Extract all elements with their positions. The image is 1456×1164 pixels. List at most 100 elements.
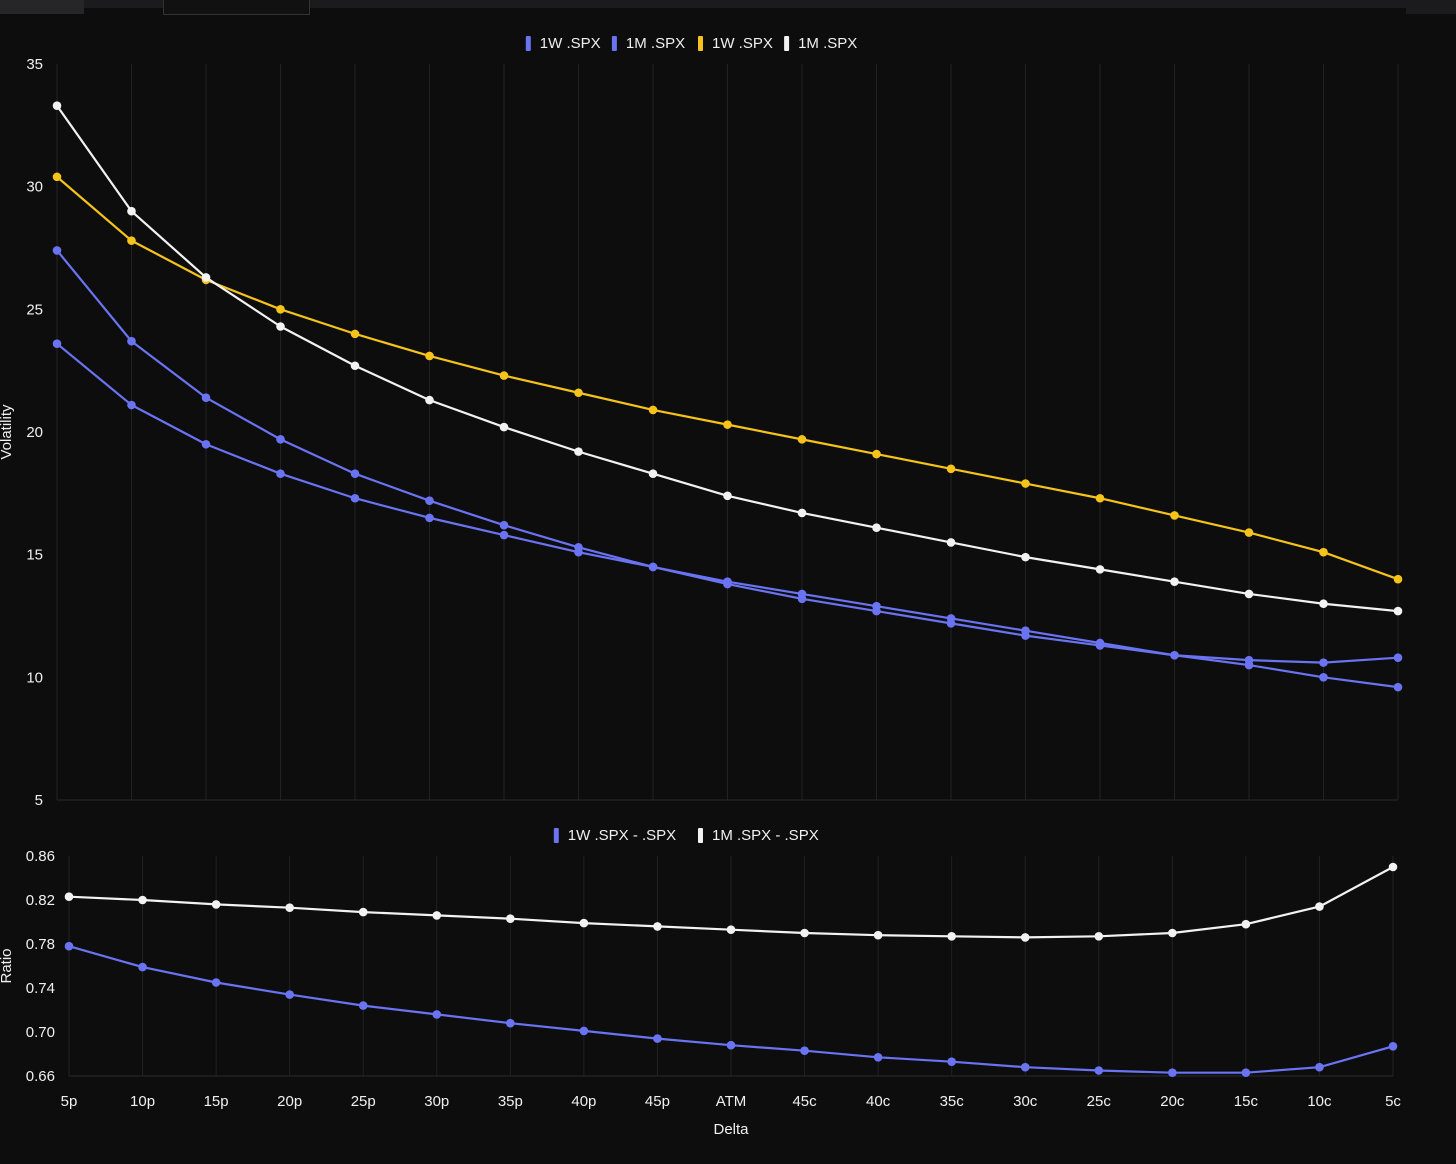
data-point xyxy=(432,1010,442,1019)
data-point xyxy=(653,1034,662,1043)
x-tick-label: 15p xyxy=(204,1093,229,1110)
data-point xyxy=(432,911,442,920)
data-point xyxy=(1244,589,1254,599)
data-point xyxy=(1094,932,1104,941)
data-point xyxy=(285,990,294,999)
data-point xyxy=(276,469,285,479)
data-point xyxy=(873,930,883,940)
legend-label: 1M .SPX - .SPX xyxy=(712,827,819,844)
data-point xyxy=(201,393,211,402)
data-point xyxy=(726,1040,736,1050)
x-tick-label: 40c xyxy=(866,1093,891,1110)
data-point xyxy=(800,928,809,938)
y-tick-label: 0.78 xyxy=(26,936,55,953)
toolbar-tab[interactable] xyxy=(163,0,310,15)
data-point xyxy=(947,932,956,941)
data-point xyxy=(1095,493,1105,503)
volatility-chart: 35 30 25 20 15 10 5 1W .SPX 1M .SPX 1W .SPX 1M .SP… xyxy=(26,35,1403,809)
toolbar-tab[interactable] xyxy=(1406,0,1456,14)
data-point xyxy=(358,1001,368,1010)
legend-label: 1W .SPX xyxy=(540,35,601,52)
x-tick-label: 30p xyxy=(424,1093,449,1110)
x-tick-label: 35c xyxy=(940,1093,965,1110)
data-point xyxy=(1021,479,1030,488)
data-point xyxy=(276,322,285,331)
x-tick-label: 30c xyxy=(1013,1093,1038,1110)
data-point xyxy=(1388,1042,1398,1051)
data-point xyxy=(946,538,956,547)
data-point xyxy=(1095,638,1105,648)
delta-axis-title: Delta xyxy=(713,1121,749,1138)
x-tick-label: 45c xyxy=(792,1093,817,1110)
data-point xyxy=(52,172,62,182)
y-tick-label: 25 xyxy=(26,301,43,318)
data-point xyxy=(1095,565,1105,574)
data-point xyxy=(1021,626,1030,636)
x-tick-label: ATM xyxy=(716,1093,747,1110)
data-point xyxy=(648,562,658,572)
legend-label: 1M .SPX xyxy=(798,35,857,52)
data-point xyxy=(1244,528,1254,537)
x-tick-label: 10c xyxy=(1307,1093,1332,1110)
data-point xyxy=(499,530,509,540)
data-point xyxy=(358,907,368,917)
y-tick-label: 20 xyxy=(26,424,43,441)
data-point xyxy=(276,435,285,444)
y-tick-label: 0.82 xyxy=(26,892,55,909)
data-point xyxy=(1315,902,1324,911)
data-point xyxy=(872,449,881,459)
data-point xyxy=(723,577,732,586)
data-point xyxy=(1094,1066,1104,1075)
data-point xyxy=(1020,933,1030,942)
data-point xyxy=(1021,552,1030,562)
data-point xyxy=(276,305,285,314)
data-point xyxy=(350,469,360,479)
data-point xyxy=(872,601,881,611)
data-point xyxy=(947,1057,956,1066)
data-point xyxy=(350,329,360,339)
legend-swatch xyxy=(698,36,703,51)
data-point xyxy=(506,914,515,923)
data-point xyxy=(350,361,360,371)
data-point xyxy=(64,941,74,951)
ratio-chart: 0.86 0.82 0.78 0.74 0.70 0.66 5p 10p 15p 20p 25p 30… xyxy=(26,827,1402,1110)
data-point xyxy=(1393,606,1403,616)
data-point xyxy=(1020,1062,1030,1072)
data-point xyxy=(1168,1068,1177,1077)
data-point xyxy=(797,435,807,444)
legend-label: 1M .SPX xyxy=(626,35,685,52)
x-tick-label: 40p xyxy=(571,1093,596,1110)
data-point xyxy=(285,903,294,912)
x-tick-label: 25p xyxy=(351,1093,376,1110)
data-point xyxy=(946,464,956,474)
data-point xyxy=(574,447,583,456)
data-point xyxy=(499,422,509,432)
y-tick-label: 15 xyxy=(26,547,43,564)
legend-label: 1W .SPX xyxy=(712,35,773,52)
ratio-axis-title: Ratio xyxy=(0,948,15,983)
legend-label: 1W .SPX - .SPX xyxy=(568,827,676,844)
y-tick-label: 0.70 xyxy=(26,1024,55,1041)
legend-swatch xyxy=(698,828,703,843)
data-point xyxy=(579,1026,589,1036)
x-tick-label: 45p xyxy=(645,1093,670,1110)
data-point xyxy=(800,1046,809,1055)
data-point xyxy=(201,439,211,449)
toolbar-tab[interactable] xyxy=(0,0,84,14)
x-tick-label: 25c xyxy=(1087,1093,1112,1110)
x-tick-label: 20c xyxy=(1160,1093,1185,1110)
y-tick-label: 10 xyxy=(26,669,43,686)
top-toolbar xyxy=(0,0,1456,15)
data-point xyxy=(872,523,881,532)
x-tick-label: 5p xyxy=(61,1093,78,1110)
y-tick-label: 35 xyxy=(26,56,43,73)
data-point xyxy=(1244,660,1254,670)
data-point xyxy=(425,351,434,361)
data-point xyxy=(138,962,147,972)
y-tick-label: 5 xyxy=(35,792,43,809)
data-point xyxy=(127,236,136,245)
data-point xyxy=(1241,1068,1251,1077)
data-point xyxy=(127,336,136,346)
data-point xyxy=(946,614,956,623)
